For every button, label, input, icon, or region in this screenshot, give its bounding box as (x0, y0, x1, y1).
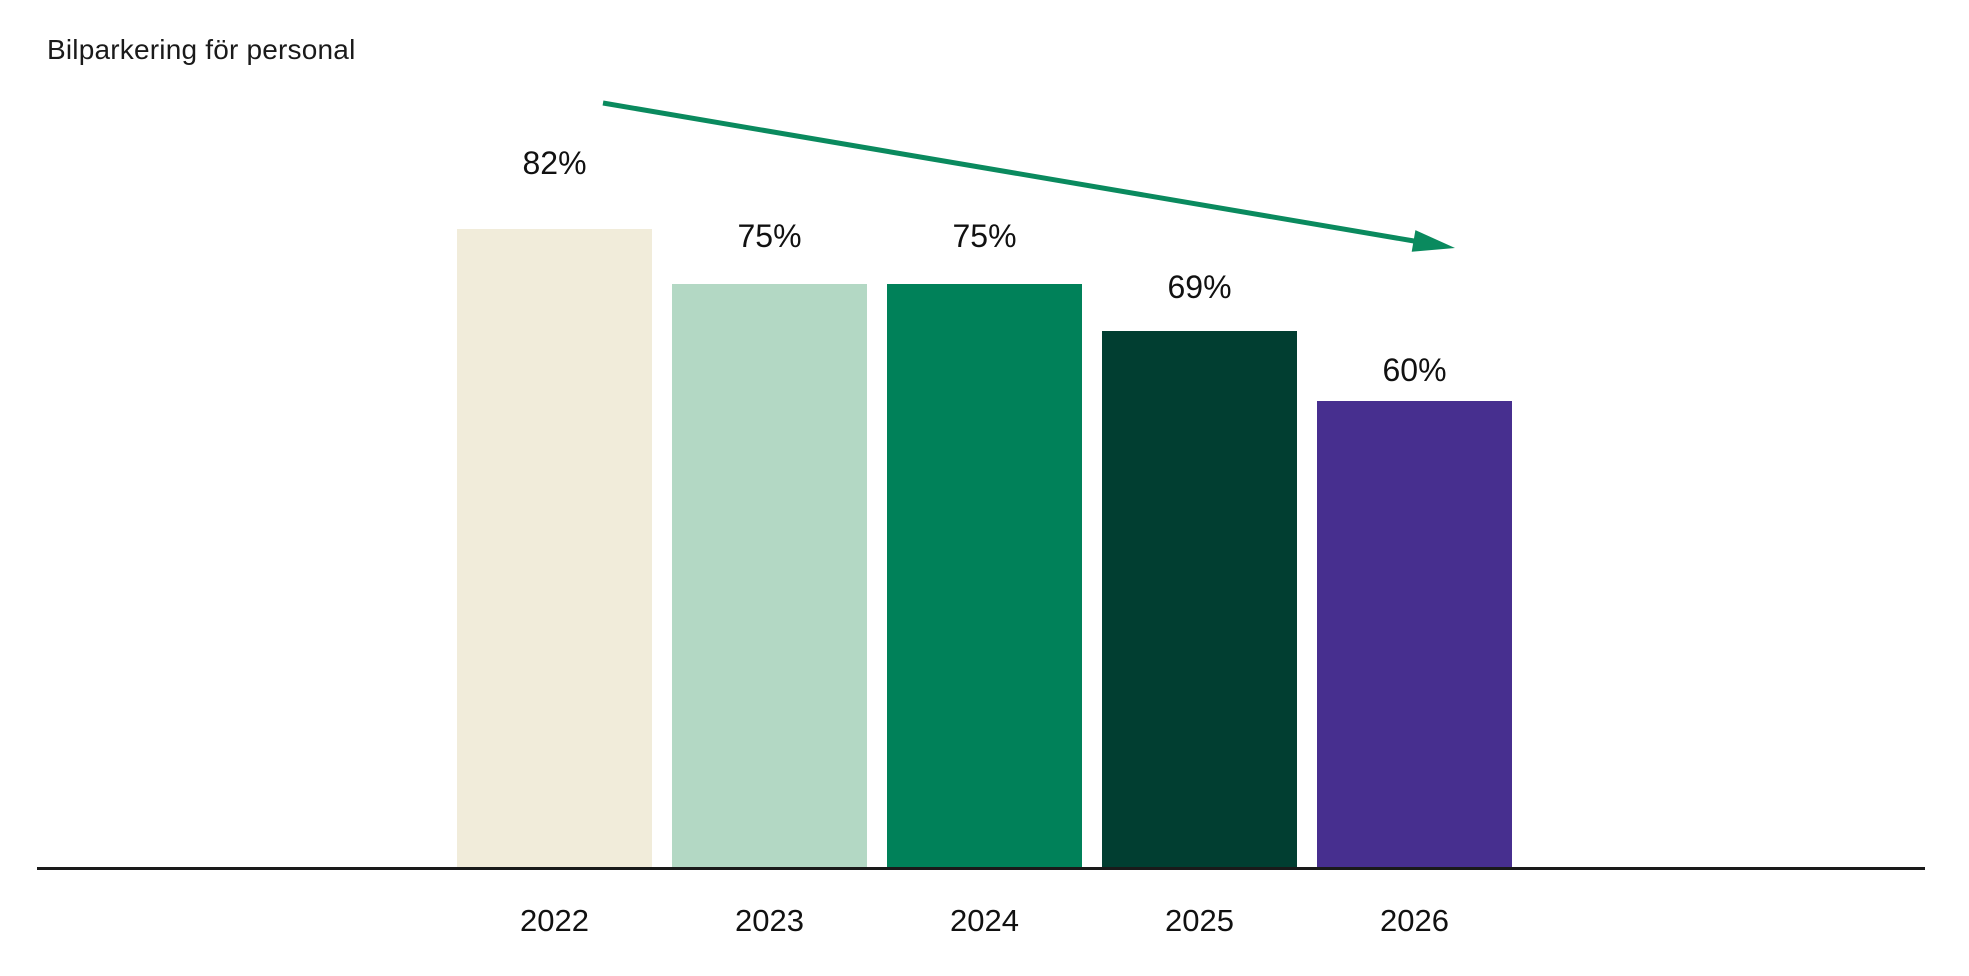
bar-value-label: 60% (1382, 352, 1447, 388)
bar-value-label: 75% (952, 218, 1017, 254)
x-axis-tick-label: 2023 (735, 903, 804, 938)
chart-title: Bilparkering för personal (47, 34, 356, 65)
bar-2025 (1102, 331, 1297, 869)
bar-value-label: 82% (522, 145, 587, 181)
bar-2024 (887, 284, 1082, 869)
bar-value-label: 75% (737, 218, 802, 254)
bar-2022 (457, 229, 652, 869)
bar-2023 (672, 284, 867, 869)
x-axis-tick-label: 2026 (1380, 903, 1449, 938)
x-axis-tick-label: 2025 (1165, 903, 1234, 938)
x-axis-line (37, 867, 1925, 870)
x-axis-tick-label: 2024 (950, 903, 1019, 938)
bar-2026 (1317, 401, 1512, 869)
bar-value-label: 69% (1167, 269, 1232, 305)
x-axis-tick-label: 2022 (520, 903, 589, 938)
